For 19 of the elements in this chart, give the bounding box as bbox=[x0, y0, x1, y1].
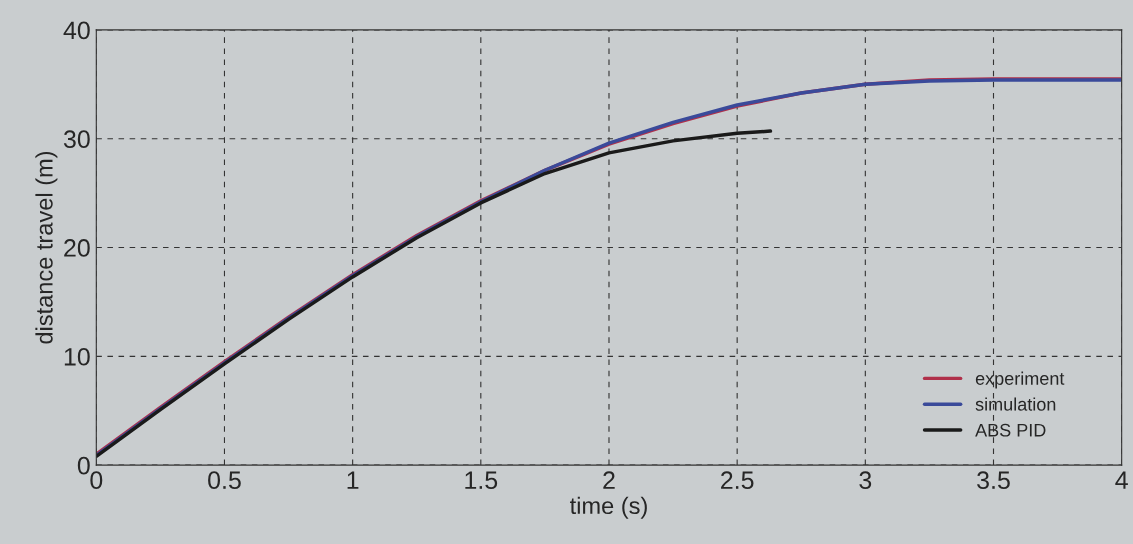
legend-label: simulation bbox=[975, 397, 1056, 411]
x-tick-label: 2.5 bbox=[721, 471, 754, 490]
y-tick-label: 40 bbox=[63, 21, 90, 40]
y-axis-title: distance travel (m) bbox=[35, 151, 58, 344]
x-tick-label: 2 bbox=[603, 471, 615, 489]
x-tick-label: 0.5 bbox=[208, 471, 241, 490]
y-tick-label: 30 bbox=[63, 130, 90, 149]
x-tick-label: 3.5 bbox=[977, 471, 1010, 490]
x-tick-label: 4 bbox=[1115, 471, 1128, 489]
x-tick-label: 3 bbox=[859, 471, 872, 490]
y-tick-label: 10 bbox=[64, 347, 90, 366]
legend-label: ABS PID bbox=[975, 423, 1046, 437]
y-tick-label: 0 bbox=[77, 456, 90, 475]
x-tick-label: 0 bbox=[90, 471, 103, 490]
x-axis-title: time (s) bbox=[570, 496, 647, 519]
y-tick-label: 20 bbox=[64, 239, 90, 257]
x-tick-label: 1.5 bbox=[465, 471, 498, 490]
legend-label: experiment bbox=[975, 371, 1065, 389]
x-tick-label: 1 bbox=[347, 471, 359, 489]
